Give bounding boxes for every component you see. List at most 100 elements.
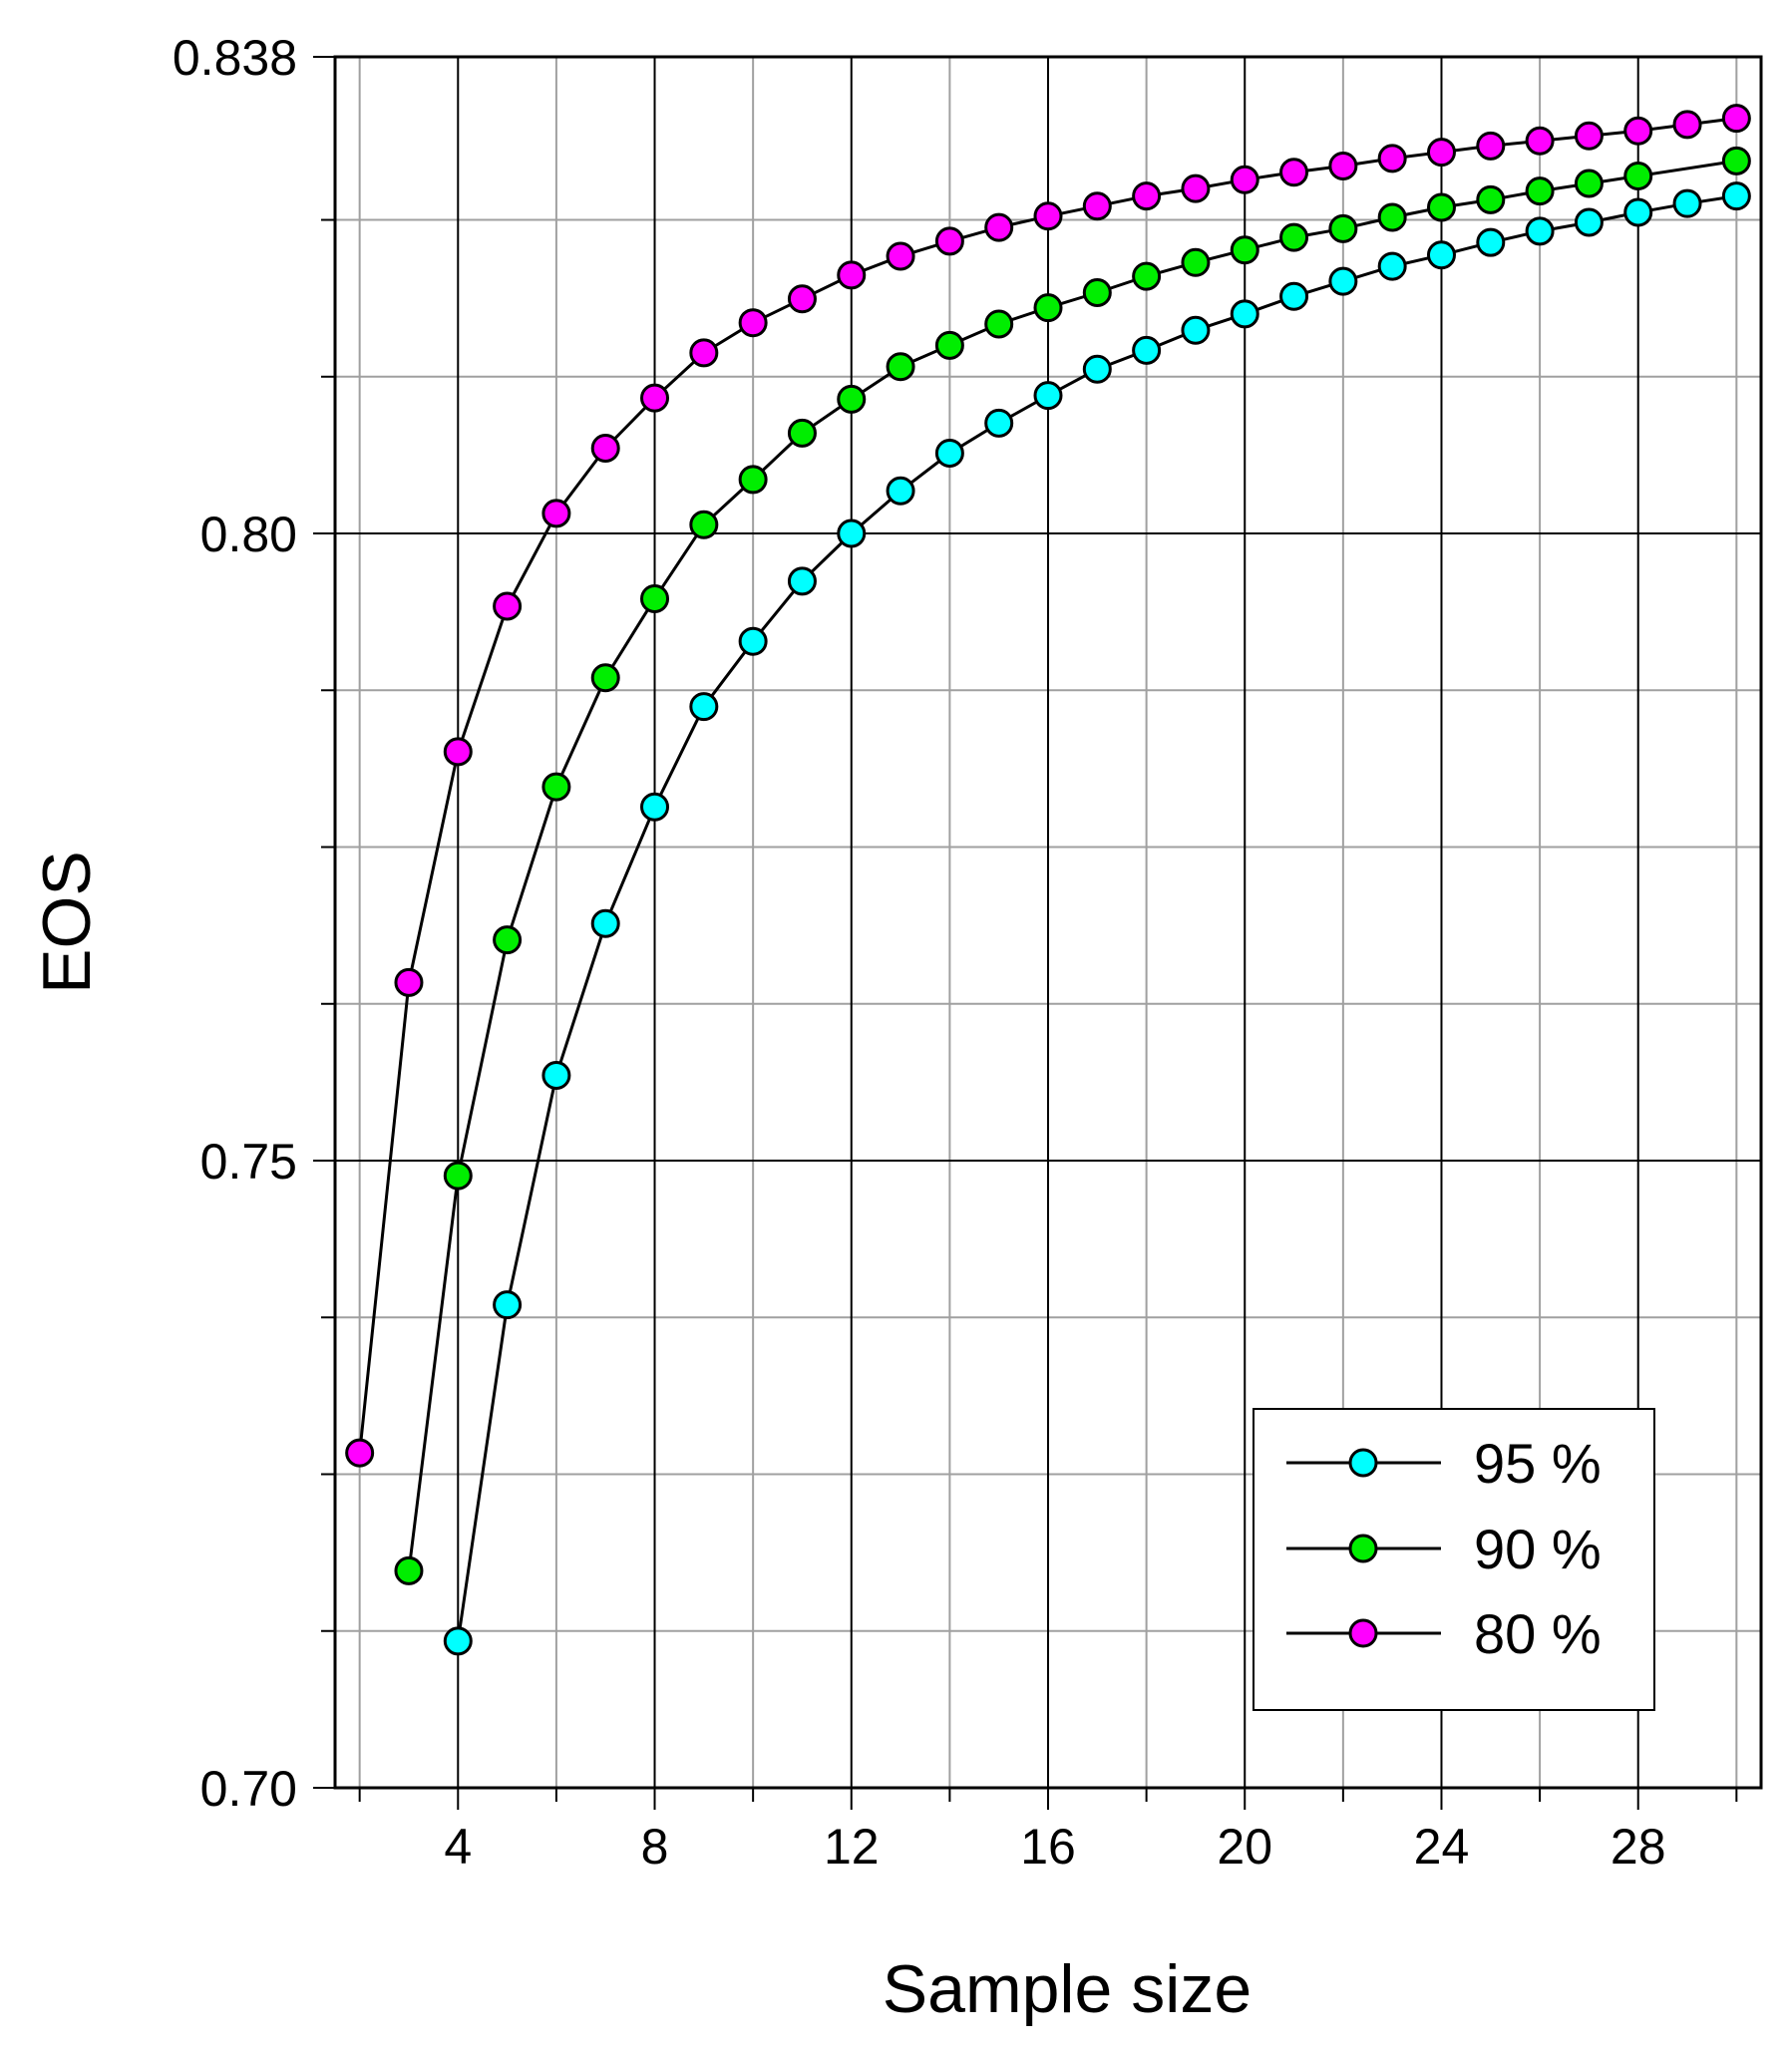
data-point-95	[1574, 207, 1604, 237]
data-point-95	[837, 518, 867, 548]
data-point-95	[443, 1626, 473, 1656]
data-point-95	[934, 439, 964, 469]
data-point-90	[1426, 192, 1456, 222]
data-point-80	[934, 226, 964, 256]
data-point-90	[787, 418, 817, 448]
data-point-90	[1132, 261, 1162, 291]
data-point-80	[1426, 138, 1456, 168]
data-point-80	[787, 284, 817, 314]
x-tick-label: 28	[1611, 1819, 1666, 1875]
data-point-95	[1328, 266, 1358, 296]
data-point-80	[1279, 158, 1309, 187]
data-point-95	[1033, 381, 1063, 411]
data-point-80	[984, 212, 1014, 242]
data-point-95	[1082, 354, 1112, 384]
legend-box	[1253, 1408, 1655, 1711]
data-point-80	[1181, 173, 1211, 203]
legend-label: 90 %	[1474, 1518, 1602, 1580]
data-point-90	[934, 330, 964, 360]
data-point-80	[1623, 116, 1653, 146]
data-point-80	[1721, 104, 1751, 134]
legend-label: 95 %	[1474, 1432, 1602, 1495]
data-point-90	[1377, 202, 1407, 232]
data-point-95	[590, 908, 620, 938]
data-point-80	[689, 338, 719, 368]
data-point-90	[1328, 213, 1358, 243]
data-point-95	[493, 1290, 523, 1320]
data-point-95	[1476, 227, 1506, 257]
legend-marker	[1348, 1618, 1378, 1648]
x-tick-label: 20	[1217, 1819, 1272, 1875]
legend-marker	[1348, 1534, 1378, 1563]
data-point-95	[1377, 251, 1407, 281]
series-90	[394, 146, 1751, 1585]
legend-item-95: 95 %	[1286, 1432, 1602, 1495]
data-point-80	[837, 260, 867, 290]
axis-ticks	[313, 56, 1738, 1810]
series-95	[443, 181, 1751, 1656]
legend-marker	[1348, 1448, 1378, 1478]
data-point-95	[1623, 197, 1653, 227]
data-point-80	[1328, 151, 1358, 180]
data-point-80	[640, 383, 670, 413]
data-point-95	[1525, 216, 1555, 246]
x-tick-label: 16	[1020, 1819, 1076, 1875]
data-point-95	[787, 566, 817, 596]
legend: 95 % 90 % 80 %	[1253, 1408, 1655, 1711]
data-point-95	[1426, 240, 1456, 270]
legend-label: 80 %	[1474, 1602, 1602, 1665]
data-point-95	[1230, 299, 1259, 329]
data-point-90	[1721, 146, 1751, 175]
data-point-80	[493, 591, 523, 621]
data-point-90	[493, 925, 523, 955]
data-point-80	[1230, 165, 1259, 194]
data-point-80	[590, 433, 620, 463]
data-point-90	[738, 465, 768, 495]
axis-tick-labels: 4 8 12 16 20 24 28 0.70 0.75 0.80 0.838	[173, 30, 1666, 1875]
data-point-90	[1525, 176, 1555, 206]
data-point-80	[541, 499, 571, 528]
data-point-95	[984, 408, 1014, 438]
x-tick-label: 12	[824, 1819, 880, 1875]
data-point-90	[984, 309, 1014, 339]
data-point-80	[1574, 121, 1604, 151]
data-point-95	[541, 1060, 571, 1090]
data-point-80	[1476, 131, 1506, 161]
data-point-95	[738, 626, 768, 656]
x-tick-label: 4	[444, 1819, 472, 1875]
data-point-80	[886, 241, 915, 271]
y-tick-label: 0.75	[200, 1134, 297, 1190]
x-axis-label: Sample size	[883, 1951, 1252, 2027]
data-point-95	[689, 692, 719, 722]
data-point-90	[837, 384, 867, 414]
data-point-80	[1082, 191, 1112, 221]
data-point-90	[541, 772, 571, 802]
data-point-90	[1574, 169, 1604, 198]
data-point-80	[1033, 201, 1063, 231]
data-point-90	[1476, 184, 1506, 214]
data-point-80	[738, 308, 768, 338]
data-point-90	[1033, 293, 1063, 323]
data-point-90	[394, 1555, 424, 1585]
series-80	[345, 104, 1751, 1468]
data-point-90	[1181, 247, 1211, 277]
legend-item-80: 80 %	[1286, 1602, 1602, 1665]
data-point-90	[1279, 222, 1309, 252]
data-point-95	[1181, 315, 1211, 345]
data-point-95	[1672, 188, 1702, 218]
legend-items: 95 % 90 % 80 %	[1286, 1432, 1602, 1665]
data-point-90	[1623, 162, 1653, 191]
data-point-95	[1132, 335, 1162, 365]
data-point-80	[1132, 181, 1162, 211]
data-point-95	[640, 792, 670, 822]
data-point-80	[394, 967, 424, 997]
y-tick-label: 0.70	[200, 1761, 297, 1817]
series-layer	[345, 104, 1751, 1656]
data-point-90	[1230, 235, 1259, 265]
legend-item-90: 90 %	[1286, 1518, 1602, 1580]
x-tick-label: 8	[641, 1819, 669, 1875]
data-point-90	[689, 510, 719, 539]
data-point-80	[443, 737, 473, 767]
data-point-90	[443, 1161, 473, 1191]
